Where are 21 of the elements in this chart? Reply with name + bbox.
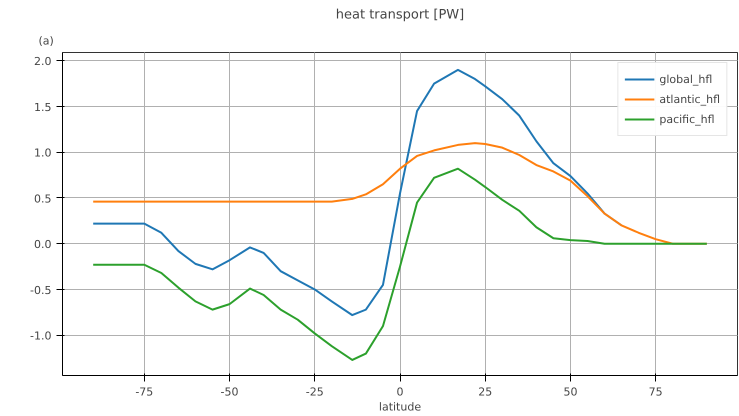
x-tick-label: 0 bbox=[396, 386, 404, 398]
x-axis-title: latitude bbox=[378, 400, 422, 414]
x-tick-label: 50 bbox=[563, 386, 578, 398]
legend-label: atlantic_hfl bbox=[659, 92, 720, 106]
y-tick-label: -1.0 bbox=[30, 330, 52, 343]
y-tick-label: 0.5 bbox=[34, 192, 52, 206]
y-tick-label: -0.5 bbox=[30, 284, 52, 297]
legend-label: pacific_hfl bbox=[659, 112, 715, 126]
x-tick-label: 25 bbox=[478, 386, 492, 398]
y-tick-label: 1.0 bbox=[34, 146, 52, 160]
legend-label: global_hfl bbox=[659, 72, 712, 86]
y-tick-label: 1.5 bbox=[34, 100, 52, 114]
y-tick-label: 2.0 bbox=[34, 55, 52, 68]
line-series bbox=[92, 168, 708, 361]
x-tick-label: 75 bbox=[648, 386, 663, 398]
x-tick-label: -75 bbox=[135, 386, 154, 398]
y-tick-label: 0.0 bbox=[34, 238, 52, 252]
x-tick-label: -50 bbox=[220, 386, 239, 398]
x-tick-label: -25 bbox=[306, 386, 324, 398]
text: (a) bbox=[38, 34, 54, 48]
chart-title: heat transport [PW] bbox=[336, 8, 464, 22]
